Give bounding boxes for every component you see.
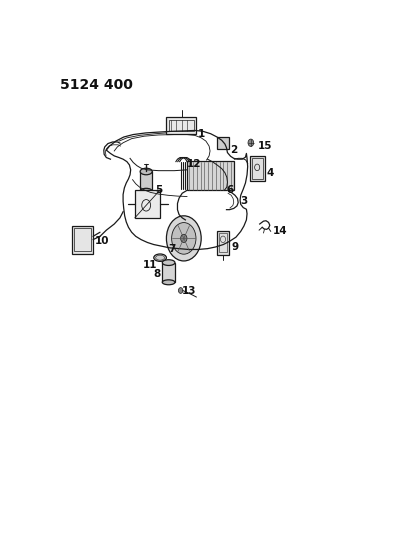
Circle shape [166,216,201,261]
Ellipse shape [140,168,152,175]
Bar [74,228,91,251]
Bar [169,120,194,131]
Text: 14: 14 [273,225,287,236]
Bar [250,156,265,181]
Bar [135,190,160,218]
Bar [140,172,152,191]
Text: 10: 10 [95,236,109,246]
Bar [217,136,229,149]
Ellipse shape [162,260,175,265]
Circle shape [172,223,196,254]
Text: 5: 5 [155,185,163,195]
Text: 7: 7 [168,245,175,254]
Circle shape [178,288,183,293]
Text: 11: 11 [143,260,157,270]
Ellipse shape [154,254,166,261]
Text: 5124 400: 5124 400 [60,78,133,92]
Circle shape [248,139,254,147]
Bar [217,231,229,255]
FancyBboxPatch shape [166,117,196,134]
Text: 13: 13 [182,286,197,296]
Text: 15: 15 [258,141,273,151]
Bar [71,225,93,254]
Text: 9: 9 [231,241,238,252]
Bar [187,161,234,190]
Text: 6: 6 [226,185,234,195]
Text: 2: 2 [230,145,237,155]
Ellipse shape [140,188,152,194]
Text: 4: 4 [266,168,273,177]
Circle shape [181,235,187,243]
Bar [252,158,262,179]
Ellipse shape [162,280,175,285]
Text: 1: 1 [198,129,205,139]
Text: 3: 3 [241,196,248,206]
Text: 8: 8 [154,269,161,279]
Bar [162,263,175,282]
Text: 12: 12 [187,159,202,168]
Bar [219,233,227,252]
